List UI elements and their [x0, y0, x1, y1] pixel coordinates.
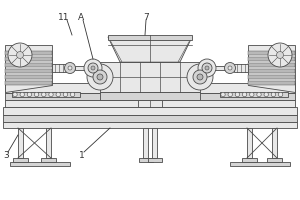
- Circle shape: [42, 92, 46, 97]
- Circle shape: [277, 51, 284, 58]
- Bar: [248, 63, 295, 67]
- Bar: [5, 51, 52, 55]
- Circle shape: [264, 92, 268, 97]
- Circle shape: [49, 92, 53, 97]
- Bar: [89, 60, 97, 76]
- Bar: [230, 162, 290, 166]
- Bar: [100, 62, 200, 92]
- Bar: [5, 93, 295, 100]
- Bar: [248, 75, 295, 79]
- Bar: [5, 69, 52, 73]
- Circle shape: [235, 92, 240, 97]
- Bar: [272, 128, 277, 158]
- Circle shape: [250, 92, 254, 97]
- Circle shape: [242, 92, 247, 97]
- Circle shape: [198, 59, 216, 77]
- Bar: [5, 100, 295, 107]
- Bar: [5, 57, 52, 61]
- Bar: [75, 66, 89, 70]
- Bar: [248, 51, 295, 55]
- Circle shape: [27, 92, 32, 97]
- Bar: [267, 158, 282, 162]
- Circle shape: [257, 92, 261, 97]
- Bar: [220, 92, 288, 97]
- Bar: [248, 69, 295, 73]
- Polygon shape: [108, 37, 192, 62]
- Circle shape: [97, 74, 103, 80]
- Circle shape: [221, 92, 225, 97]
- Text: 11: 11: [58, 14, 70, 22]
- Bar: [211, 66, 225, 70]
- Bar: [248, 57, 295, 61]
- Text: 7: 7: [143, 14, 149, 22]
- Circle shape: [34, 92, 39, 97]
- Circle shape: [64, 62, 76, 73]
- Polygon shape: [110, 40, 190, 62]
- Circle shape: [193, 70, 207, 84]
- Bar: [5, 75, 52, 79]
- Bar: [242, 158, 257, 162]
- Bar: [139, 158, 153, 162]
- Circle shape: [68, 66, 72, 70]
- Bar: [12, 92, 80, 97]
- Circle shape: [70, 92, 75, 97]
- Circle shape: [63, 92, 68, 97]
- Text: 3: 3: [3, 152, 9, 160]
- Bar: [13, 158, 28, 162]
- Bar: [10, 162, 70, 166]
- Text: 1: 1: [79, 152, 85, 160]
- Bar: [152, 128, 157, 158]
- Circle shape: [205, 66, 209, 70]
- Circle shape: [224, 62, 236, 73]
- Circle shape: [278, 92, 283, 97]
- Bar: [203, 60, 211, 76]
- Bar: [3, 115, 297, 122]
- Bar: [248, 81, 295, 85]
- Bar: [247, 128, 252, 158]
- Circle shape: [202, 63, 212, 73]
- Bar: [52, 64, 66, 72]
- Bar: [138, 100, 162, 107]
- Circle shape: [13, 92, 17, 97]
- Circle shape: [84, 59, 102, 77]
- Circle shape: [187, 64, 213, 90]
- Bar: [108, 35, 192, 40]
- Bar: [5, 81, 52, 85]
- Bar: [234, 64, 248, 72]
- Bar: [100, 92, 200, 100]
- Circle shape: [87, 64, 113, 90]
- Bar: [143, 128, 148, 158]
- Circle shape: [228, 92, 232, 97]
- Bar: [5, 83, 295, 93]
- Polygon shape: [248, 45, 295, 92]
- Circle shape: [56, 92, 60, 97]
- Circle shape: [197, 74, 203, 80]
- Circle shape: [20, 92, 24, 97]
- Bar: [5, 63, 52, 67]
- Bar: [46, 128, 51, 158]
- Bar: [3, 122, 297, 128]
- Circle shape: [88, 63, 98, 73]
- Circle shape: [16, 51, 23, 58]
- Bar: [3, 107, 297, 115]
- Circle shape: [93, 70, 107, 84]
- Circle shape: [271, 92, 276, 97]
- Circle shape: [228, 66, 232, 70]
- Circle shape: [91, 66, 95, 70]
- Polygon shape: [5, 45, 52, 92]
- Text: A: A: [78, 14, 84, 22]
- Bar: [148, 158, 162, 162]
- Bar: [41, 158, 56, 162]
- Circle shape: [8, 43, 32, 67]
- Bar: [18, 128, 23, 158]
- Circle shape: [268, 43, 292, 67]
